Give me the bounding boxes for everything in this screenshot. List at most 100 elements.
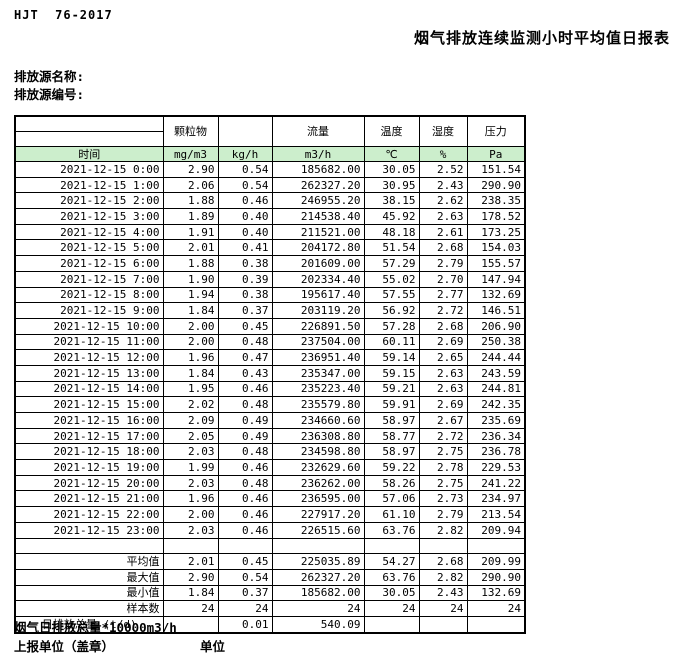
- value-cell: 236308.80: [271, 427, 365, 445]
- table-row: 平均值 2.01 0.45 225035.89 54.27 2.68 209.99: [14, 553, 526, 570]
- time-cell: 2021-12-15 17:00: [14, 427, 164, 445]
- value-cell: 30.95: [363, 176, 420, 194]
- time-cell: 2021-12-15 13:00: [14, 364, 164, 382]
- value-cell: 2.75: [418, 474, 468, 492]
- value-cell: 1.89: [162, 208, 219, 225]
- value-cell: 2.05: [162, 427, 219, 445]
- empty-row: [14, 537, 526, 555]
- value-cell: 1.95: [162, 380, 219, 398]
- table-row: 2021-12-15 0:00 2.90 0.54 185682.00 30.05 2.5…: [14, 161, 526, 178]
- value-cell: 0.54: [217, 176, 273, 194]
- value-cell: 2.73: [418, 490, 468, 508]
- value-cell: 61.10: [363, 506, 420, 523]
- value-cell: 58.97: [363, 412, 420, 429]
- value-cell: 235.69: [466, 412, 526, 429]
- value-cell: 0.48: [217, 474, 273, 492]
- value-cell: 2.77: [418, 286, 468, 304]
- value-cell: 237504.00: [271, 333, 365, 351]
- value-cell: 24: [217, 600, 273, 617]
- value-cell: 235347.00: [271, 364, 365, 382]
- table-row: 2021-12-15 3:00 1.89 0.40 214538.40 45.92 2.6…: [14, 208, 526, 225]
- unit-pa: Pa: [466, 146, 526, 162]
- value-cell: [363, 615, 420, 634]
- table-row: 2021-12-15 23:00 2.03 0.46 226515.60 63.76 2.…: [14, 521, 526, 539]
- time-cell: 2021-12-15 12:00: [14, 349, 164, 366]
- value-cell: 262327.20: [271, 176, 365, 194]
- table-row: 2021-12-15 20:00 2.03 0.48 236262.00 58.26 2.…: [14, 474, 526, 492]
- value-cell: 59.22: [363, 459, 420, 476]
- time-cell: 2021-12-15 5:00: [14, 239, 164, 257]
- summary-label-cell: 最小值: [14, 584, 164, 602]
- table-row: 2021-12-15 16:00 2.09 0.49 234660.60 58.97 2.…: [14, 412, 526, 429]
- table-row: 2021-12-15 21:00 1.96 0.46 236595.00 57.06 2.…: [14, 490, 526, 508]
- report-table: 颗粒物 流量 温度 湿度 压力 时间 mg/m3 kg/h m3/h ℃ % P…: [14, 115, 526, 634]
- value-cell: 236.34: [466, 427, 526, 445]
- value-cell: 2.00: [162, 506, 219, 523]
- value-cell: 238.35: [466, 192, 526, 210]
- value-cell: 59.14: [363, 349, 420, 366]
- value-cell: 250.38: [466, 333, 526, 351]
- value-cell: 2.01: [162, 553, 219, 570]
- value-cell: 2.67: [418, 412, 468, 429]
- value-cell: 2.09: [162, 412, 219, 429]
- time-cell: 2021-12-15 22:00: [14, 506, 164, 523]
- data-rows: 2021-12-15 0:00 2.90 0.54 185682.00 30.05 2.5…: [14, 161, 526, 539]
- unit-kg-h: kg/h: [217, 146, 273, 162]
- table-row: 2021-12-15 10:00 2.00 0.45 226891.50 57.28 2.…: [14, 317, 526, 335]
- time-header-split-bottom: [14, 131, 164, 147]
- unit-mg-m3: mg/m3: [162, 146, 219, 162]
- value-cell: 30.05: [363, 161, 420, 178]
- value-cell: 56.92: [363, 302, 420, 319]
- value-cell: 290.90: [466, 568, 526, 586]
- table-row: 2021-12-15 22:00 2.00 0.46 227917.20 61.10 2.…: [14, 506, 526, 523]
- value-cell: 0.47: [217, 349, 273, 366]
- time-column-header: 时间: [14, 146, 164, 162]
- standard-code: HJT 76-2017: [14, 8, 113, 22]
- table-row: 2021-12-15 17:00 2.05 0.49 236308.80 58.77 2.…: [14, 427, 526, 445]
- table-row: 2021-12-15 2:00 1.88 0.46 246955.20 38.15 2.6…: [14, 192, 526, 210]
- value-cell: 241.22: [466, 474, 526, 492]
- value-cell: 2.68: [418, 317, 468, 335]
- value-cell: 242.35: [466, 396, 526, 413]
- table-row: 2021-12-15 15:00 2.02 0.48 235579.80 59.91 2.…: [14, 396, 526, 413]
- value-cell: 1.84: [162, 302, 219, 319]
- value-cell: 1.88: [162, 255, 219, 272]
- value-cell: 209.94: [466, 521, 526, 539]
- value-cell: 290.90: [466, 176, 526, 194]
- value-cell: 203119.20: [271, 302, 365, 319]
- summary-rows: 平均值 2.01 0.45 225035.89 54.27 2.68 209.99 最大值 2.…: [14, 553, 526, 634]
- table-row: 2021-12-15 4:00 1.91 0.40 211521.00 48.18 2.6…: [14, 223, 526, 241]
- value-cell: 204172.80: [271, 239, 365, 257]
- page-title: 烟气排放连续监测小时平均值日报表: [413, 29, 670, 47]
- spacer-section: [14, 537, 526, 555]
- value-cell: 24: [363, 600, 420, 617]
- value-cell: 2.75: [418, 443, 468, 461]
- table-row: 2021-12-15 13:00 1.84 0.43 235347.00 59.15 2.…: [14, 364, 526, 382]
- value-cell: 0.54: [217, 568, 273, 586]
- unit-percent: %: [418, 146, 468, 162]
- time-cell: 2021-12-15 2:00: [14, 192, 164, 210]
- value-cell: 60.11: [363, 333, 420, 351]
- value-cell: 2.65: [418, 349, 468, 366]
- col-group-flow: 流量: [271, 115, 365, 147]
- value-cell: 540.09: [271, 615, 365, 634]
- time-cell: 2021-12-15 16:00: [14, 412, 164, 429]
- value-cell: 235223.40: [271, 380, 365, 398]
- value-cell: 1.88: [162, 192, 219, 210]
- value-cell: 0.37: [217, 584, 273, 602]
- value-cell: 63.76: [363, 568, 420, 586]
- value-cell: 0.48: [217, 333, 273, 351]
- value-cell: 1.90: [162, 270, 219, 288]
- table-row: 2021-12-15 8:00 1.94 0.38 195617.40 57.55 2.7…: [14, 286, 526, 304]
- table-row: 2021-12-15 14:00 1.95 0.46 235223.40 59.21 2.…: [14, 380, 526, 398]
- value-cell: 178.52: [466, 208, 526, 225]
- value-cell: 209.99: [466, 553, 526, 570]
- unit-m3-h: m3/h: [271, 146, 365, 162]
- table-row: 2021-12-15 9:00 1.84 0.37 203119.20 56.92 2.7…: [14, 302, 526, 319]
- table-row: 2021-12-15 6:00 1.88 0.38 201609.00 57.29 2.7…: [14, 255, 526, 272]
- value-cell: 185682.00: [271, 584, 365, 602]
- value-cell: 59.15: [363, 364, 420, 382]
- value-cell: 2.68: [418, 239, 468, 257]
- value-cell: 0.38: [217, 286, 273, 304]
- report-unit-seal-label: 上报单位（盖章）: [14, 639, 115, 654]
